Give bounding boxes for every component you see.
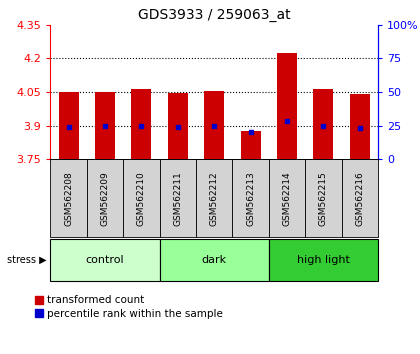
Title: GDS3933 / 259063_at: GDS3933 / 259063_at [138, 8, 291, 22]
Text: GSM562210: GSM562210 [137, 171, 146, 225]
Bar [131, 88, 152, 159]
Text: GSM562208: GSM562208 [64, 171, 73, 225]
Text: high light: high light [297, 255, 350, 265]
FancyBboxPatch shape [50, 159, 87, 237]
FancyBboxPatch shape [50, 239, 160, 281]
FancyBboxPatch shape [87, 159, 123, 237]
FancyBboxPatch shape [305, 159, 341, 237]
FancyBboxPatch shape [160, 239, 269, 281]
Bar [350, 94, 370, 159]
Bar [204, 91, 224, 159]
Bar [95, 92, 115, 159]
Text: dark: dark [202, 255, 227, 265]
Text: GSM562215: GSM562215 [319, 171, 328, 225]
Text: GSM562211: GSM562211 [173, 171, 182, 225]
Text: GSM562216: GSM562216 [355, 171, 364, 225]
FancyBboxPatch shape [269, 159, 305, 237]
Bar [241, 131, 260, 159]
FancyBboxPatch shape [123, 159, 160, 237]
FancyBboxPatch shape [196, 159, 232, 237]
Bar [59, 92, 79, 159]
Bar [277, 53, 297, 159]
Legend: transformed count, percentile rank within the sample: transformed count, percentile rank withi… [34, 296, 223, 319]
Text: GSM562213: GSM562213 [246, 171, 255, 225]
Text: GSM562214: GSM562214 [283, 171, 291, 225]
FancyBboxPatch shape [269, 239, 378, 281]
FancyBboxPatch shape [341, 159, 378, 237]
Text: stress ▶: stress ▶ [7, 255, 46, 265]
Bar [313, 88, 333, 159]
Text: control: control [86, 255, 124, 265]
FancyBboxPatch shape [232, 159, 269, 237]
Text: GSM562209: GSM562209 [100, 171, 110, 225]
FancyBboxPatch shape [160, 159, 196, 237]
Text: GSM562212: GSM562212 [210, 171, 219, 225]
Bar [168, 93, 188, 159]
